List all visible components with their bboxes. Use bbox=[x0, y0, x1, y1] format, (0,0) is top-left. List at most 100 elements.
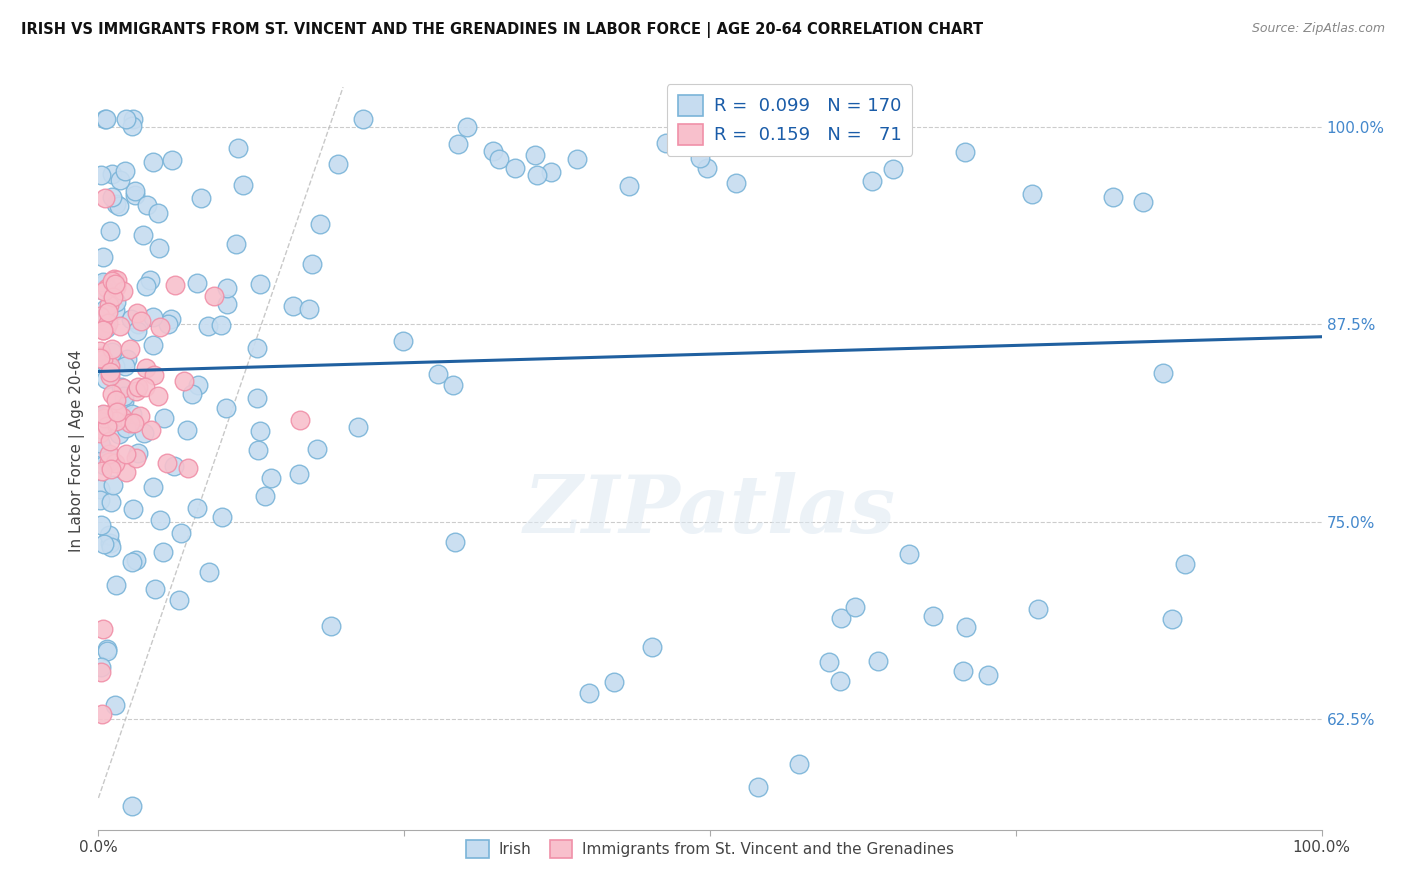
Point bbox=[125, 324, 148, 338]
Point bbox=[98, 450, 121, 465]
Point bbox=[129, 409, 152, 424]
Point bbox=[98, 224, 121, 238]
Point bbox=[96, 641, 118, 656]
Point bbox=[977, 668, 1000, 682]
Point bbox=[121, 798, 143, 813]
Point bbox=[352, 112, 374, 126]
Point bbox=[110, 379, 132, 393]
Point bbox=[148, 241, 170, 255]
Point bbox=[93, 411, 115, 425]
Point bbox=[152, 545, 174, 559]
Point bbox=[91, 707, 114, 722]
Point bbox=[104, 196, 127, 211]
Point bbox=[127, 446, 149, 460]
Point bbox=[1160, 612, 1182, 626]
Point bbox=[112, 389, 135, 403]
Point bbox=[104, 456, 127, 470]
Point bbox=[159, 312, 181, 326]
Point bbox=[91, 323, 114, 337]
Point bbox=[105, 414, 128, 428]
Point bbox=[89, 436, 111, 450]
Point bbox=[114, 421, 136, 435]
Point bbox=[173, 374, 195, 388]
Point bbox=[100, 359, 122, 373]
Point bbox=[129, 314, 152, 328]
Point bbox=[91, 407, 114, 421]
Point bbox=[142, 480, 165, 494]
Point bbox=[118, 416, 141, 430]
Point bbox=[153, 411, 176, 425]
Point bbox=[96, 281, 118, 295]
Point bbox=[1132, 195, 1154, 210]
Point bbox=[157, 318, 180, 332]
Point bbox=[654, 136, 676, 150]
Point bbox=[93, 191, 115, 205]
Point bbox=[98, 455, 121, 469]
Point bbox=[98, 365, 121, 379]
Point bbox=[96, 644, 118, 658]
Point bbox=[246, 342, 269, 356]
Point bbox=[96, 418, 118, 433]
Point bbox=[1152, 367, 1174, 381]
Point bbox=[108, 199, 131, 213]
Point bbox=[197, 319, 219, 334]
Point bbox=[868, 654, 890, 668]
Point bbox=[125, 450, 148, 465]
Point bbox=[111, 284, 134, 298]
Point bbox=[94, 276, 117, 290]
Point bbox=[100, 189, 122, 203]
Point bbox=[640, 640, 662, 654]
Point bbox=[122, 417, 145, 431]
Point bbox=[817, 655, 839, 669]
Point bbox=[89, 492, 111, 507]
Point bbox=[860, 173, 883, 187]
Point bbox=[143, 582, 166, 596]
Point bbox=[211, 509, 233, 524]
Point bbox=[689, 152, 711, 166]
Point bbox=[149, 319, 172, 334]
Point bbox=[696, 161, 718, 175]
Point bbox=[124, 187, 146, 202]
Point bbox=[142, 368, 165, 383]
Point bbox=[104, 280, 127, 294]
Point bbox=[427, 368, 450, 382]
Point bbox=[321, 618, 343, 632]
Point bbox=[108, 173, 131, 187]
Point bbox=[301, 257, 323, 271]
Point bbox=[108, 319, 131, 334]
Point bbox=[90, 665, 112, 679]
Point bbox=[187, 377, 209, 392]
Point bbox=[94, 112, 117, 126]
Point bbox=[100, 286, 122, 301]
Point bbox=[441, 378, 464, 392]
Point bbox=[114, 359, 136, 373]
Point bbox=[488, 152, 510, 166]
Point bbox=[93, 537, 115, 551]
Point bbox=[444, 535, 467, 549]
Text: Source: ZipAtlas.com: Source: ZipAtlas.com bbox=[1251, 22, 1385, 36]
Point bbox=[104, 393, 127, 408]
Point bbox=[100, 495, 122, 509]
Point bbox=[96, 304, 118, 318]
Point bbox=[190, 191, 212, 205]
Point bbox=[281, 299, 304, 313]
Point bbox=[309, 217, 332, 231]
Point bbox=[125, 384, 148, 398]
Point bbox=[114, 465, 136, 479]
Point bbox=[98, 434, 121, 449]
Point bbox=[90, 517, 112, 532]
Point bbox=[122, 502, 145, 516]
Point bbox=[101, 274, 124, 288]
Point bbox=[115, 112, 138, 126]
Point bbox=[97, 408, 120, 422]
Point bbox=[101, 386, 124, 401]
Point bbox=[142, 338, 165, 352]
Point bbox=[111, 381, 134, 395]
Point bbox=[246, 442, 269, 457]
Point bbox=[135, 361, 157, 376]
Point bbox=[115, 415, 138, 429]
Point bbox=[112, 394, 135, 409]
Point bbox=[202, 289, 225, 303]
Point bbox=[503, 161, 526, 175]
Point bbox=[156, 456, 179, 470]
